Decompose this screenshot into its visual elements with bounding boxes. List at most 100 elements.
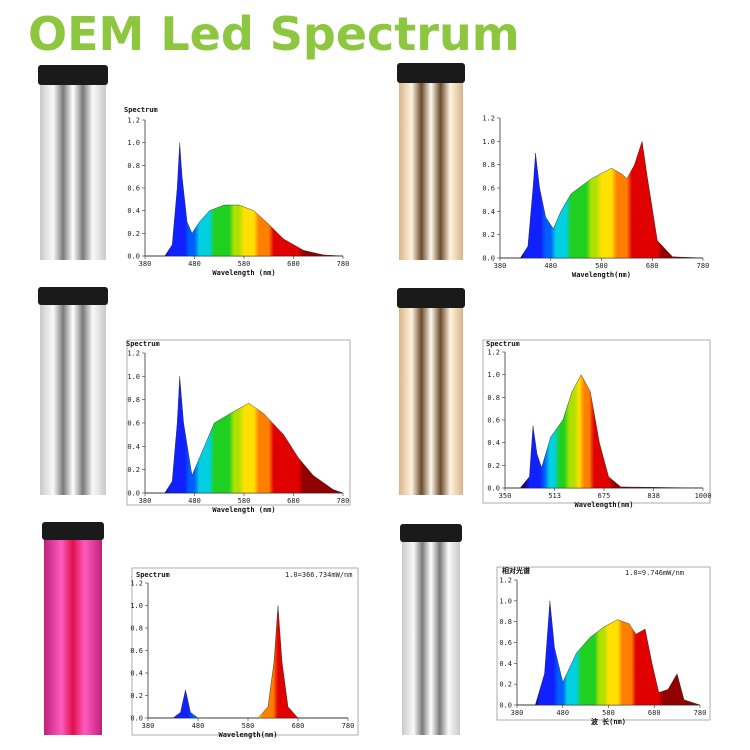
x-tick-label: 480: [188, 260, 201, 268]
spectrum-chart: 0.0 0.2 0.4 0.6 0.8 1.0 1.2 380 480 580 680 780 相对光谱…: [496, 566, 711, 726]
x-tick-label: 380: [139, 497, 152, 505]
y-tick-label: 0.4: [130, 670, 143, 678]
y-tick-label: 0.2: [499, 681, 512, 689]
y-tick-label: 1.2: [487, 349, 500, 357]
y-tick-label: 1.2: [130, 580, 143, 588]
y-tick-label: 1.2: [127, 117, 140, 125]
x-axis-label: Wavelength(nm): [572, 271, 631, 279]
x-tick-label: 380: [142, 722, 155, 730]
y-tick-label: 0.6: [127, 185, 140, 193]
y-tick-label: 1.2: [127, 350, 140, 358]
chart-frame: [482, 339, 711, 504]
y-tick-label: 0.2: [487, 462, 500, 470]
x-tick-label: 380: [494, 262, 507, 270]
x-tick-label: 580: [595, 262, 608, 270]
x-tick-label: 680: [287, 497, 300, 505]
x-tick-label: 680: [292, 722, 305, 730]
y-tick-label: 0.6: [130, 647, 143, 655]
spectrum-chart: 0.0 0.2 0.4 0.6 0.8 1.0 1.2 380 480 580 680 780 Spec…: [124, 106, 349, 277]
chart-title: Spectrum: [124, 106, 158, 114]
spectrum-chart: 0.0 0.2 0.4 0.6 0.8 1.0 1.2 380 480 580 680 780 Spec…: [130, 567, 359, 739]
y-tick-label: 1.0: [127, 373, 140, 381]
y-tick-label: 0.8: [127, 396, 140, 404]
y-tick-label: 1.0: [127, 139, 140, 147]
y-tick-label: 0.8: [482, 161, 495, 169]
x-tick-label: 480: [192, 722, 205, 730]
y-tick-label: 1.0: [487, 371, 500, 379]
annotation: 1.0=9.746mW/nm: [625, 569, 684, 577]
x-axis-label: Wavelength(nm): [218, 731, 277, 739]
x-tick-label: 680: [287, 260, 300, 268]
x-tick-label: 680: [648, 709, 661, 717]
x-tick-label: 480: [556, 709, 569, 717]
x-axis-label: Wavelength (nm): [212, 269, 275, 277]
y-tick-label: 0.0: [127, 253, 140, 261]
x-tick-label: 838: [647, 492, 660, 500]
y-tick-label: 0.6: [127, 420, 140, 428]
x-tick-label: 380: [511, 709, 524, 717]
spectrum-chart: 0.0 0.2 0.4 0.6 0.8 1.0 1.2 350 513 675 838 1000 Spe…: [482, 339, 712, 509]
x-tick-label: 580: [242, 722, 255, 730]
x-tick-label: 780: [342, 722, 355, 730]
x-axis-label: 波 长(nm): [591, 717, 626, 726]
x-tick-label: 580: [602, 709, 615, 717]
y-tick-label: 0.8: [130, 625, 143, 633]
y-tick-label: 0.0: [499, 702, 512, 710]
y-tick-label: 0.0: [130, 715, 143, 723]
annotation: 1.0=366.734mW/nm: [285, 571, 352, 579]
chart-title: 相对光谱: [502, 566, 530, 575]
y-tick-label: 0.8: [127, 162, 140, 170]
y-tick-label: 1.0: [482, 138, 495, 146]
x-tick-label: 513: [548, 492, 561, 500]
y-tick-label: 0.6: [482, 185, 495, 193]
x-tick-label: 680: [646, 262, 659, 270]
spectrum-area: [145, 376, 344, 494]
chart-frame: [496, 566, 711, 721]
y-tick-label: 0.2: [482, 231, 495, 239]
x-tick-label: 780: [337, 497, 350, 505]
y-tick-label: 1.0: [130, 602, 143, 610]
y-tick-label: 0.6: [499, 639, 512, 647]
x-tick-label: 780: [337, 260, 350, 268]
y-tick-label: 1.2: [499, 577, 512, 585]
chart-title: Spectrum: [136, 571, 170, 579]
x-axis-label: Wavelength(nm): [574, 501, 633, 509]
y-tick-label: 0.4: [487, 439, 500, 447]
x-tick-label: 1000: [695, 492, 712, 500]
y-tick-label: 1.0: [499, 597, 512, 605]
spectrum-chart: 0.0 0.2 0.4 0.6 0.8 1.0 1.2 380 480 580 680 780 Spec…: [126, 339, 351, 514]
spectrum-area: [145, 142, 344, 257]
y-tick-label: 1.2: [482, 115, 495, 123]
spectrum-area: [500, 141, 704, 259]
x-axis-label: Wavelength (nm): [212, 506, 275, 514]
chart-frame: [126, 339, 351, 506]
y-tick-label: 0.8: [487, 394, 500, 402]
y-tick-label: 0.8: [499, 618, 512, 626]
page-title: OEM Led Spectrum: [28, 7, 520, 61]
x-tick-label: 780: [697, 262, 710, 270]
x-tick-label: 350: [499, 492, 512, 500]
x-tick-label: 480: [188, 497, 201, 505]
spectrum-area: [517, 600, 701, 706]
chart-title: Spectrum: [486, 340, 520, 348]
y-tick-label: 0.0: [482, 255, 495, 263]
y-tick-label: 0.4: [127, 207, 140, 215]
chart-title: Spectrum: [126, 340, 160, 348]
y-tick-label: 0.2: [127, 230, 140, 238]
spectrum-area: [148, 605, 348, 719]
y-tick-label: 0.0: [487, 485, 500, 493]
x-tick-label: 780: [694, 709, 707, 717]
y-tick-label: 0.6: [487, 417, 500, 425]
product-photos: [38, 63, 465, 735]
x-tick-label: 480: [544, 262, 557, 270]
x-tick-label: 380: [139, 260, 152, 268]
y-tick-label: 0.4: [482, 208, 495, 216]
y-tick-label: 0.0: [127, 490, 140, 498]
y-tick-label: 0.2: [130, 692, 143, 700]
x-tick-label: 580: [238, 260, 251, 268]
spectrum-area: [505, 374, 704, 489]
x-tick-label: 580: [238, 497, 251, 505]
y-tick-label: 0.4: [127, 443, 140, 451]
x-tick-label: 675: [598, 492, 611, 500]
